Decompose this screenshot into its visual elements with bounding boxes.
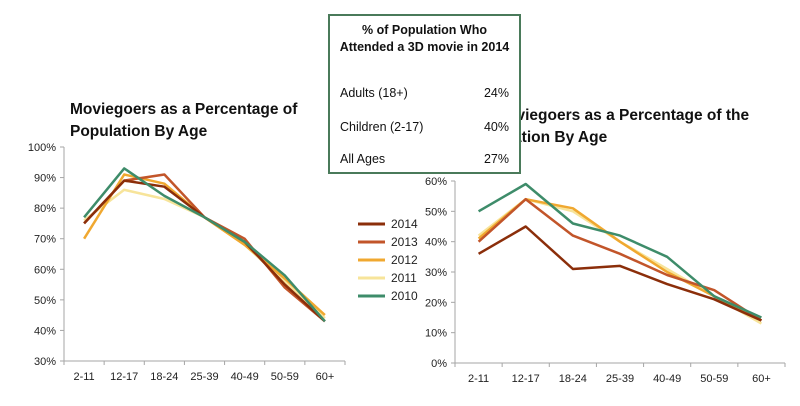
legend-label-2013: 2013 [391,235,418,249]
info-row-label: Children (2-17) [340,120,424,134]
info-row-label: All Ages [340,152,386,166]
info-row-value: 40% [483,120,509,134]
chart-moviegoers-by-age: 30% 40% 50% 60% 70% 80% 90% 100% 2-11 12-17 18-24 2… [28,142,346,383]
x-tick-label: 12-17 [110,371,138,383]
x-tick-label: 18-24 [150,371,178,383]
y-tick-label: 30% [425,267,447,279]
y-tick-label: 100% [28,142,56,154]
y-tick-label: 60% [34,264,56,276]
x-tick-label: 60+ [752,373,771,385]
y-tick-label: 70% [34,234,56,246]
series-line-2010 [83,167,326,323]
x-tick-label: 2-11 [73,371,94,383]
legend-label-2010: 2010 [391,289,418,303]
info-row-all-ages: All Ages 27% [340,152,509,166]
y-tick-label: 0% [431,358,447,370]
x-tick-label: 40-49 [231,371,259,383]
info-row-value: 24% [483,86,509,100]
chart-3d-moviegoers-by-age: 0% 10% 20% 30% 40% 50% 60% 2-11 12-17 18-24 25-39 4… [425,176,786,385]
legend-label-2011: 2011 [391,271,417,285]
y-tick-label: 10% [425,328,447,340]
legend: 2014 2013 2012 2011 2010 [358,217,418,303]
series-line-2013 [83,173,326,323]
x-tick-label: 2-11 [468,373,489,385]
legend-label-2012: 2012 [391,253,418,267]
x-tick-label: 50-59 [271,371,299,383]
series-line-2014 [83,179,326,323]
info-box-3d-attendance: % of Population Who Attended a 3D movie … [328,14,521,174]
series-line-2011 [477,197,763,325]
legend-label-2014: 2014 [391,217,418,231]
y-tick-label: 50% [425,206,447,218]
info-row-label: Adults (18+) [340,86,408,100]
x-tick-label: 60+ [316,371,335,383]
x-tick-label: 18-24 [559,373,587,385]
y-tick-label: 30% [34,356,56,368]
info-row-value: 27% [483,152,509,166]
info-row-adults: Adults (18+) 24% [340,86,509,100]
y-tick-label: 90% [34,173,56,185]
info-box-title: % of Population Who Attended a 3D movie … [339,23,510,54]
y-tick-label: 20% [425,297,447,309]
y-tick-label: 60% [425,176,447,188]
y-tick-label: 80% [34,203,56,215]
series-line-2010 [477,182,762,319]
x-tick-label: 40-49 [653,373,681,385]
chart-title-moviegoers: Moviegoers as a Percentage of Population… [70,101,298,140]
series-line-2012 [83,173,326,317]
y-tick-label: 40% [34,325,56,337]
series-line-2013 [477,197,763,322]
x-tick-label: 25-39 [190,371,218,383]
series-line-2014 [477,225,762,322]
info-row-children: Children (2-17) 40% [340,120,509,134]
x-tick-label: 12-17 [512,373,540,385]
y-tick-label: 50% [34,295,56,307]
x-tick-label: 25-39 [606,373,634,385]
y-tick-label: 40% [425,237,447,249]
series-line-2011 [83,188,326,320]
x-tick-label: 50-59 [700,373,728,385]
